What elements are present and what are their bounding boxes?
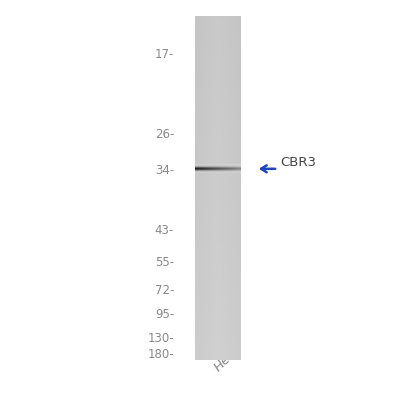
Text: Hela: Hela [212, 344, 242, 374]
Text: 130-: 130- [147, 332, 174, 344]
Text: CBR3: CBR3 [280, 156, 316, 169]
Text: 17-: 17- [155, 48, 174, 60]
Text: 72-: 72- [155, 284, 174, 296]
Text: 55-: 55- [155, 256, 174, 268]
Text: 26-: 26- [155, 128, 174, 140]
Text: 95-: 95- [155, 308, 174, 320]
Text: 43-: 43- [155, 224, 174, 236]
Text: 180-: 180- [147, 348, 174, 360]
Text: 34-: 34- [155, 164, 174, 176]
